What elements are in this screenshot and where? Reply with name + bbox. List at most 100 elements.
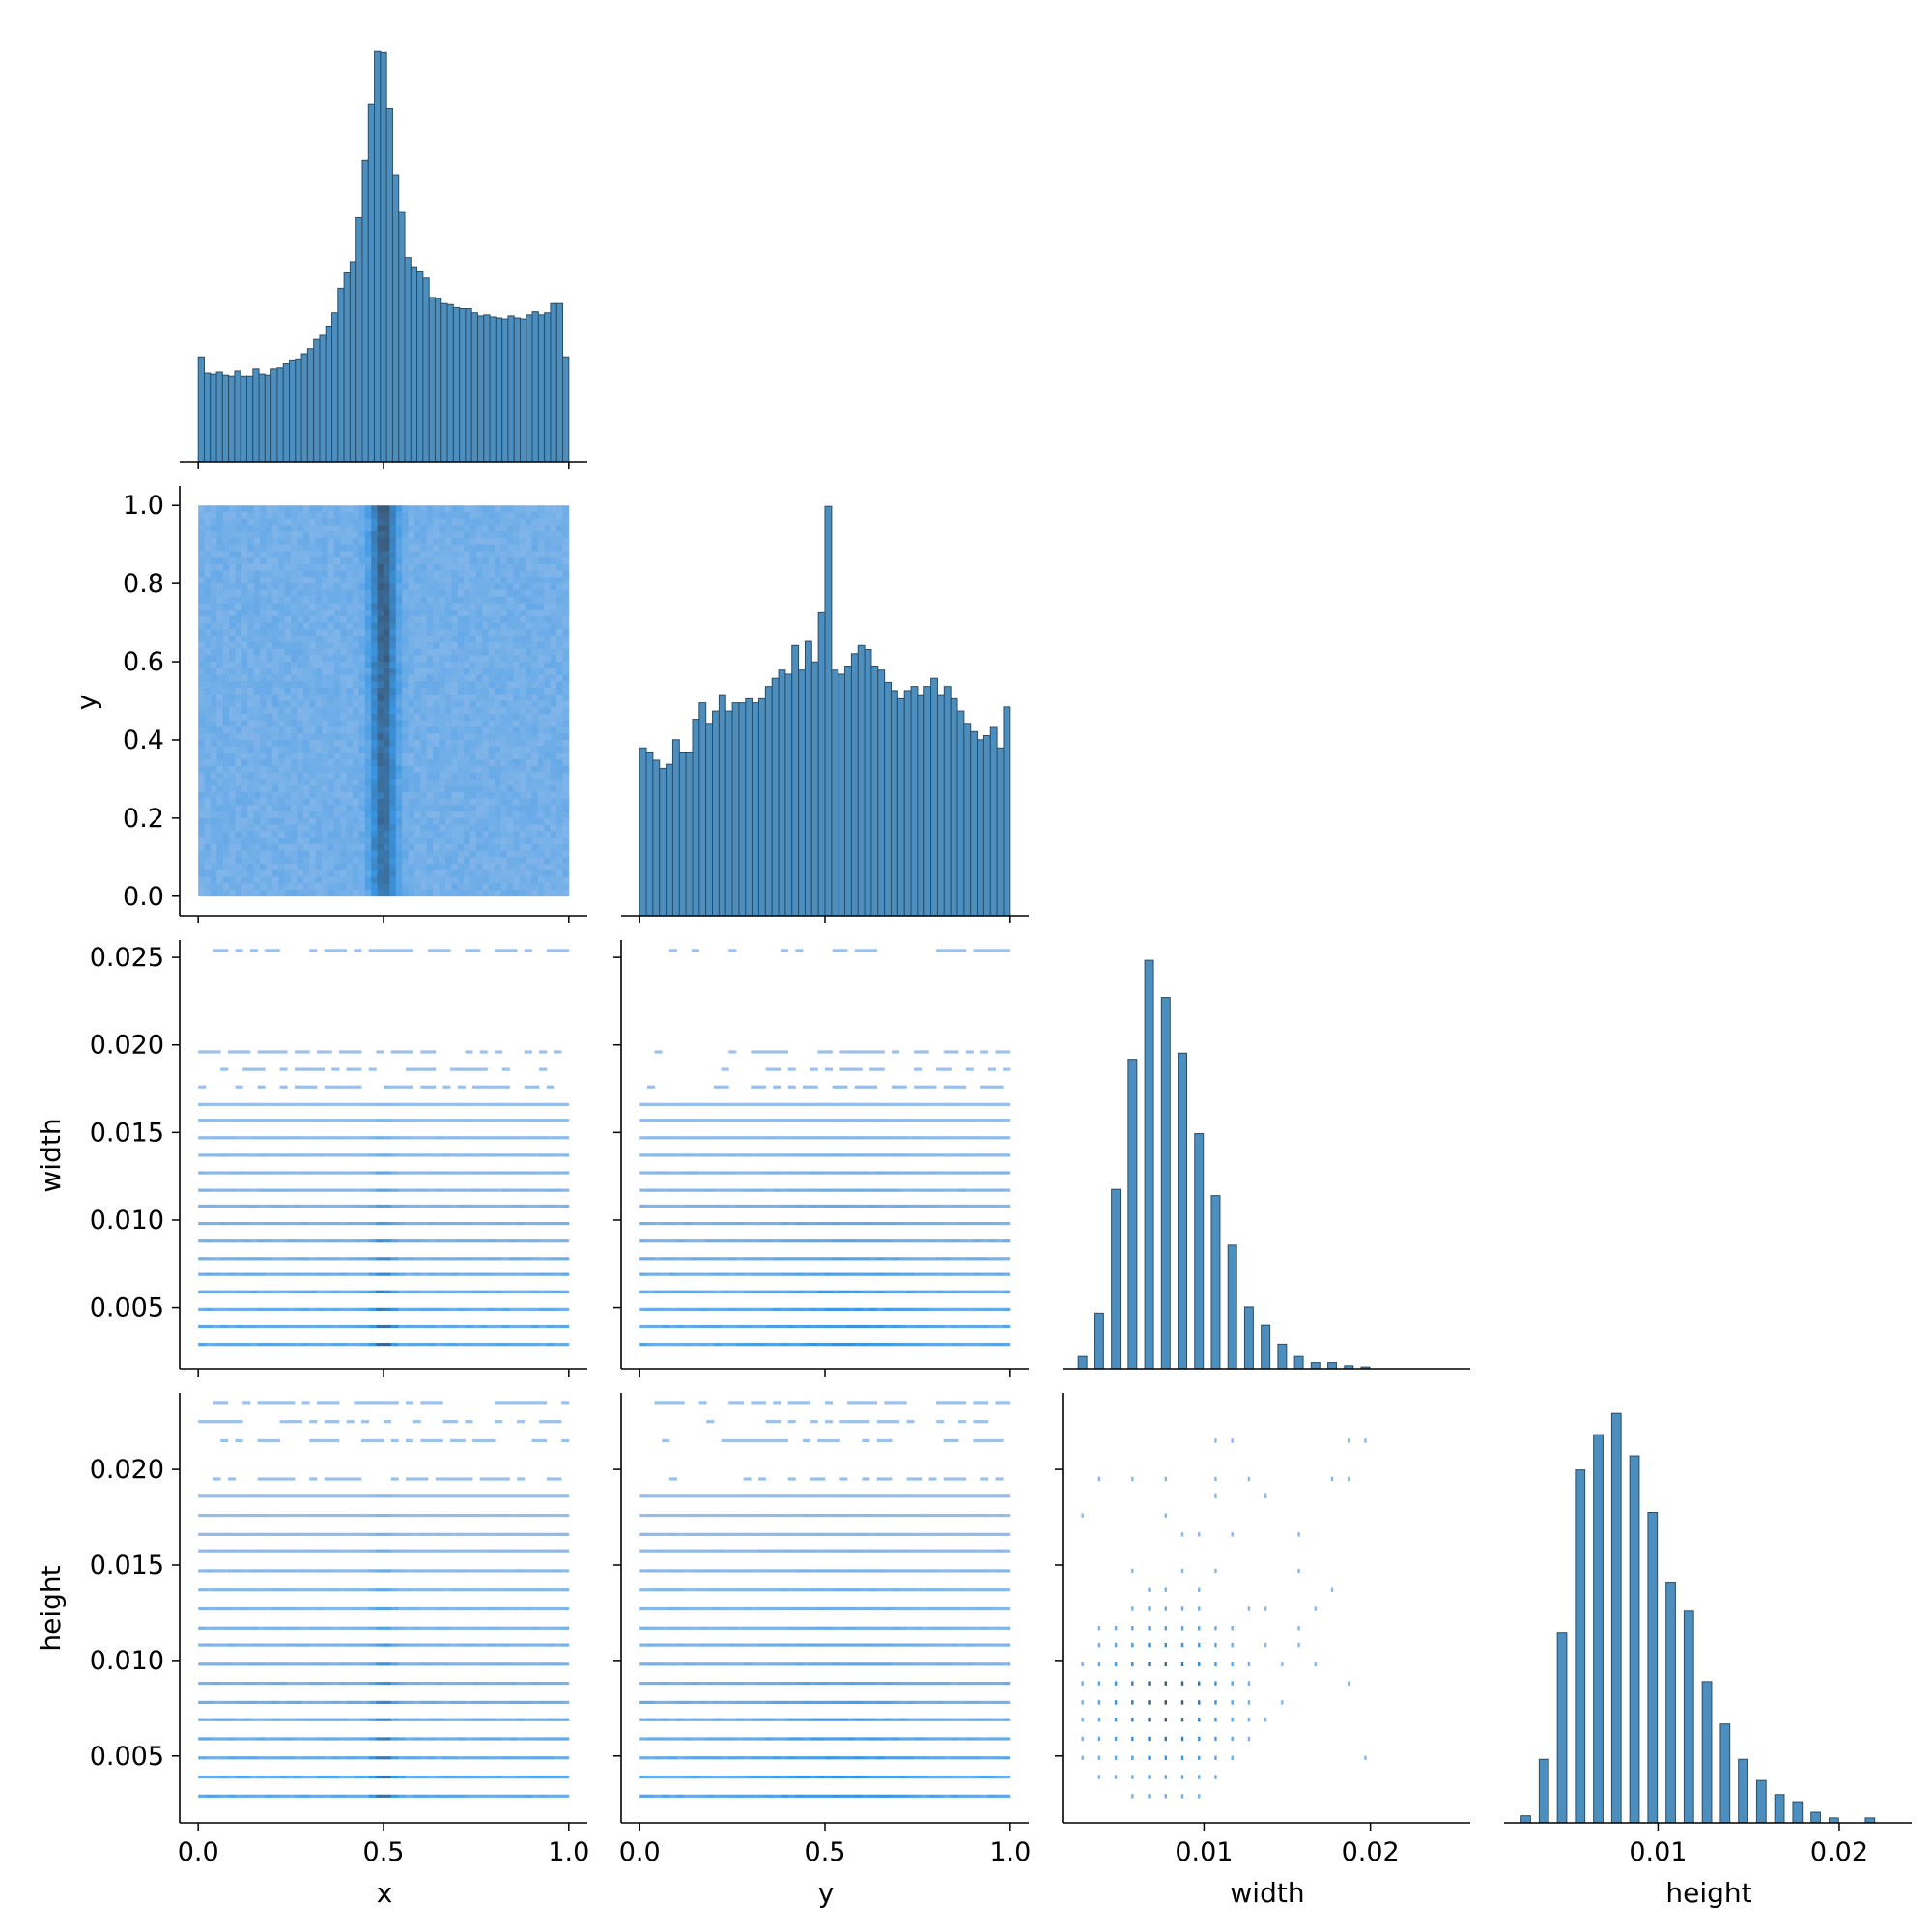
heatmap-xy-cell: [222, 641, 230, 649]
hist2d-y-width-cell: [892, 1290, 900, 1293]
hist-x-bar: [313, 338, 321, 463]
heatmap-xy-cell: [309, 694, 317, 701]
hist2d-y-width-cell: [676, 1239, 685, 1243]
heatmap-xy-cell: [433, 772, 440, 780]
heatmap-xy-cell: [395, 629, 403, 637]
hist2d-x-width-cell: [301, 1153, 310, 1157]
hist2d-y-width-cell: [973, 1239, 981, 1243]
heatmap-xy-cell: [526, 831, 532, 838]
hist-y-bar: [877, 669, 886, 917]
heatmap-xy-cell: [451, 759, 459, 767]
heatmap-xy-cell: [309, 772, 317, 780]
hist2d-x-width-cell: [406, 1119, 414, 1122]
heatmap-xy-cell: [358, 603, 366, 611]
hist2d-x-width-cell: [539, 1102, 548, 1106]
heatmap-xy-cell: [371, 838, 379, 845]
heatmap-xy-cell: [302, 890, 310, 897]
heatmap-xy-cell: [309, 570, 317, 578]
hist2d-x-width-cell: [465, 1119, 473, 1122]
hist2d-x-width-cell: [524, 1272, 532, 1276]
hist2d-y-width-cell: [780, 1239, 789, 1243]
heatmap-xy-cell: [451, 864, 459, 871]
heatmap-xy-cell: [284, 662, 292, 669]
heatmap-xy-cell: [513, 610, 521, 617]
heatmap-xy-cell: [327, 890, 335, 897]
heatmap-xy-cell: [247, 674, 255, 682]
heatmap-xy-cell: [444, 883, 452, 891]
heatmap-xy-cell: [278, 876, 286, 884]
hist2d-x-width-cell: [406, 1221, 414, 1226]
hist2d-x-width-cell: [324, 1171, 332, 1175]
hist-y-bar: [659, 767, 668, 917]
heatmap-xy-cell: [222, 720, 230, 727]
heatmap-xy-cell: [395, 785, 403, 793]
hist2d-y-width-cell: [876, 1239, 885, 1243]
heatmap-xy-cell: [495, 511, 501, 520]
heatmap-xy-cell: [204, 641, 212, 649]
heatmap-xy-cell: [544, 838, 552, 845]
heatmap-xy-cell: [513, 817, 521, 826]
hist-y-bar: [950, 697, 958, 917]
heatmap-xy-cell: [562, 843, 570, 851]
heatmap-xy-cell: [464, 525, 470, 532]
hist2d-x-width-cell: [442, 1272, 451, 1276]
heatmap-xy-cell: [302, 655, 310, 663]
heatmap-xy-cell: [309, 739, 317, 748]
hist2d-y-width-cell: [751, 1290, 759, 1293]
heatmap-xy-cell: [413, 603, 421, 611]
heatmap-xy-cell: [413, 726, 421, 734]
heatmap-xy-cell: [402, 857, 409, 865]
heatmap-xy-cell: [364, 739, 372, 748]
hist-x-bar: [531, 311, 539, 463]
heatmap-xy-cell: [519, 831, 526, 838]
heatmap-xy-cell: [371, 785, 379, 793]
heatmap-xy-cell: [464, 772, 470, 780]
heatmap-xy-cell: [495, 707, 501, 715]
heatmap-xy-cell: [284, 648, 292, 656]
heatmap-xy-cell: [426, 765, 434, 774]
heatmap-xy-cell: [384, 511, 390, 520]
heatmap-xy-cell: [235, 641, 242, 649]
heatmap-xy-cell: [222, 577, 230, 584]
heatmap-xy-cell: [210, 557, 217, 565]
heatmap-xy-cell: [562, 798, 570, 806]
heatmap-xy-cell: [358, 779, 366, 786]
hist2d-x-width-cell: [249, 1307, 258, 1311]
heatmap-xy-cell: [358, 615, 366, 623]
heatmap-xy-cell: [291, 726, 298, 734]
heatmap-xy-cell: [216, 890, 224, 897]
heatmap-xy-cell: [513, 636, 521, 643]
heatmap-xy-cell: [475, 629, 483, 637]
hist2d-y-width-cell: [1003, 1324, 1011, 1329]
heatmap-xy-cell: [247, 537, 255, 546]
heatmap-xy-cell: [309, 811, 317, 819]
heatmap-xy-cell: [322, 589, 328, 598]
hist2d-x-width-cell: [465, 1257, 473, 1261]
hist2d-x-width-cell: [406, 1272, 414, 1276]
heatmap-xy-cell: [235, 700, 242, 708]
heatmap-xy-cell: [241, 843, 248, 851]
heatmap-xy-cell: [500, 765, 508, 774]
heatmap-xy-cell: [346, 511, 354, 520]
hist2d-y-width-cell: [780, 1272, 789, 1276]
heatmap-xy-cell: [315, 525, 323, 532]
heatmap-xy-cell: [488, 603, 496, 611]
heatmap-xy-cell: [309, 505, 317, 513]
heatmap-xy-cell: [278, 563, 286, 572]
heatmap-xy-cell: [253, 563, 261, 572]
hist2d-x-width-cell: [213, 1239, 221, 1243]
heatmap-xy-cell: [353, 746, 359, 753]
heatmap-xy-cell: [475, 713, 483, 722]
heatmap-xy-cell: [439, 798, 446, 806]
hist2d-y-width-cell: [773, 1343, 781, 1347]
hist2d-x-width-cell: [479, 1119, 488, 1122]
heatmap-xy-cell: [395, 622, 403, 630]
heatmap-xy-cell: [464, 857, 470, 865]
heatmap-xy-cell: [364, 557, 372, 565]
hist2d-y-width-cell: [987, 1307, 996, 1311]
heatmap-xy-cell: [389, 537, 397, 546]
hist2d-y-width-cell: [802, 1221, 811, 1226]
hist2d-y-width-cell: [765, 1239, 774, 1243]
heatmap-xy-cell: [451, 596, 459, 604]
